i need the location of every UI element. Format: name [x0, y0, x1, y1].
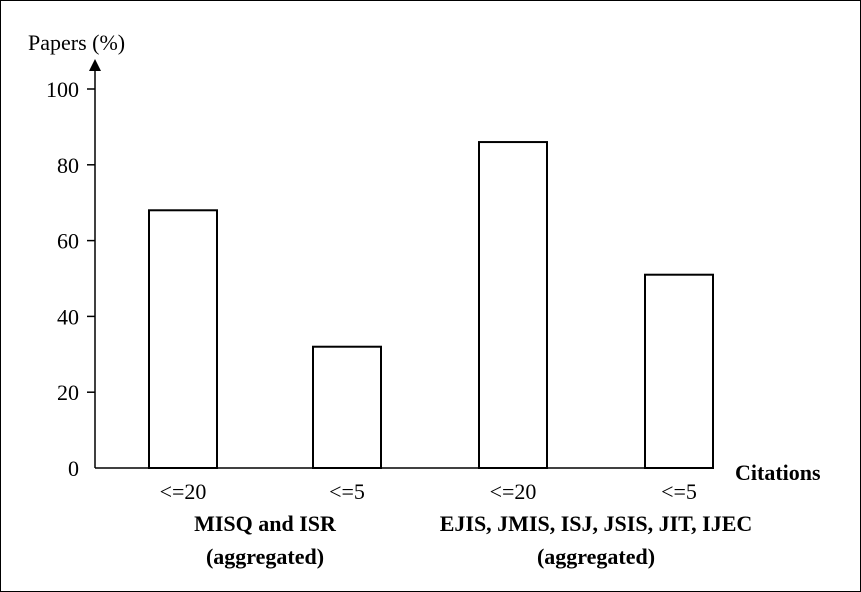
bar	[312, 345, 382, 469]
y-tick-label: 100	[46, 77, 79, 102]
y-tick-label: 20	[57, 380, 79, 405]
group-labels: MISQ and ISR (aggregated) EJIS, JMIS, ISJ,…	[194, 511, 752, 569]
y-ticks: 0 20 40 60 80 100	[46, 77, 95, 481]
y-axis-arrow-icon	[89, 59, 101, 71]
y-tick-label: 60	[57, 229, 79, 254]
bars	[148, 141, 714, 469]
x-axis-label: Citations	[735, 460, 821, 485]
group-label: EJIS, JMIS, ISJ, JSIS, JIT, IJEC	[440, 511, 753, 536]
x-category-labels: <=20 <=5 <=20 <=5	[160, 479, 697, 504]
group-label: (aggregated)	[206, 544, 324, 569]
y-tick-label: 80	[57, 153, 79, 178]
bar	[644, 273, 714, 469]
group-label: MISQ and ISR	[194, 511, 337, 536]
y-axis-label: Papers (%)	[28, 30, 125, 55]
x-tick-label: <=5	[661, 479, 697, 504]
bar	[478, 141, 548, 469]
y-tick-label: 0	[68, 456, 79, 481]
bar	[148, 209, 218, 469]
x-tick-label: <=20	[490, 479, 537, 504]
x-tick-label: <=5	[329, 479, 365, 504]
group-label: (aggregated)	[537, 544, 655, 569]
x-tick-label: <=20	[160, 479, 207, 504]
y-tick-label: 40	[57, 304, 79, 329]
